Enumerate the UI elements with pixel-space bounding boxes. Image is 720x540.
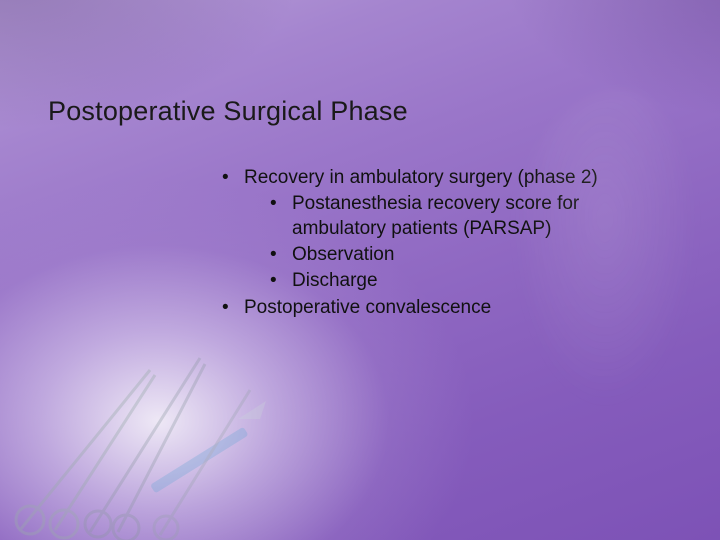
slide-title: Postoperative Surgical Phase xyxy=(48,96,408,127)
slide: Postoperative Surgical Phase Recovery in… xyxy=(0,0,720,540)
sub-bullet-item: Discharge xyxy=(266,269,648,293)
sub-bullet-item: Postanesthesia recovery score for ambula… xyxy=(266,192,648,241)
sub-bullet-item: Observation xyxy=(266,243,648,267)
sub-bullet-text: Postanesthesia recovery score for ambula… xyxy=(292,193,579,238)
sub-bullet-text: Discharge xyxy=(292,270,378,291)
bullet-item: Postoperative convalescence xyxy=(218,296,648,320)
sub-bullet-list: Postanesthesia recovery score for ambula… xyxy=(244,192,648,293)
bullet-list: Recovery in ambulatory surgery (phase 2)… xyxy=(218,166,648,320)
slide-body: Recovery in ambulatory surgery (phase 2)… xyxy=(218,166,648,322)
bullet-text: Postoperative convalescence xyxy=(244,297,491,318)
sub-bullet-text: Observation xyxy=(292,244,394,265)
bullet-item: Recovery in ambulatory surgery (phase 2)… xyxy=(218,166,648,294)
bullet-text: Recovery in ambulatory surgery (phase 2) xyxy=(244,167,598,188)
